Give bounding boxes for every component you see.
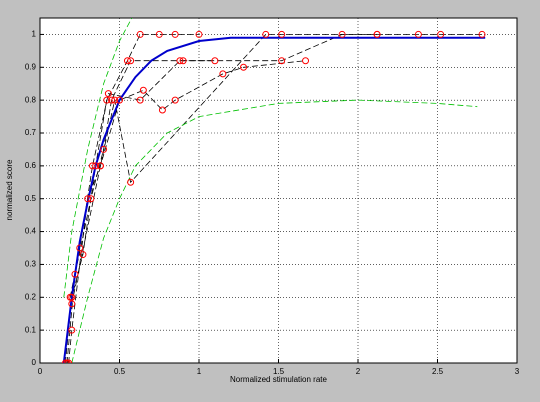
y-tick-label: 0.8 bbox=[25, 95, 37, 104]
data-point bbox=[211, 57, 219, 65]
data-point bbox=[278, 57, 286, 65]
x-tick-label: 1 bbox=[197, 367, 202, 376]
x-tick-label: 1.5 bbox=[273, 367, 285, 376]
data-point bbox=[116, 96, 123, 104]
y-tick-label: 0.7 bbox=[25, 128, 37, 137]
data-point bbox=[136, 30, 144, 38]
data-point bbox=[302, 57, 310, 65]
y-tick-label: 0.2 bbox=[25, 292, 37, 301]
data-point bbox=[139, 86, 147, 94]
data-point bbox=[92, 162, 100, 170]
x-tick-label: 0 bbox=[38, 367, 43, 376]
y-tick-label: 1 bbox=[32, 30, 37, 39]
data-point bbox=[108, 96, 116, 104]
y-tick-label: 0.5 bbox=[25, 194, 37, 203]
data-point bbox=[478, 30, 486, 38]
y-tick-label: 0 bbox=[32, 358, 37, 367]
data-point bbox=[96, 162, 104, 170]
series-line bbox=[62, 36, 486, 363]
data-point bbox=[68, 300, 76, 308]
y-tick-label: 0.4 bbox=[25, 227, 37, 236]
data-point bbox=[79, 251, 87, 259]
data-point bbox=[171, 96, 179, 104]
series-line bbox=[63, 18, 133, 298]
data-point bbox=[123, 57, 131, 65]
data-point bbox=[262, 30, 270, 38]
x-axis-label: Normalized stimulation rate bbox=[230, 375, 327, 384]
data-point bbox=[100, 145, 108, 153]
y-tick-label: 0.3 bbox=[25, 260, 37, 269]
data-point bbox=[414, 30, 422, 38]
data-point bbox=[87, 195, 95, 203]
data-point bbox=[71, 270, 79, 278]
data-point bbox=[155, 30, 163, 38]
data-point bbox=[171, 30, 179, 38]
x-tick-label: 3 bbox=[515, 367, 520, 376]
data-point bbox=[158, 106, 166, 114]
data-point bbox=[84, 195, 92, 203]
series-line bbox=[68, 60, 306, 363]
series-line bbox=[71, 99, 478, 363]
data-point bbox=[278, 30, 286, 38]
data-point bbox=[437, 30, 445, 38]
x-tick-label: 0.5 bbox=[114, 367, 126, 376]
data-point bbox=[338, 30, 346, 38]
data-point bbox=[76, 244, 84, 252]
series-line bbox=[65, 34, 199, 363]
data-point bbox=[179, 57, 187, 65]
data-point bbox=[240, 63, 248, 71]
plot-layer bbox=[61, 18, 486, 363]
y-axis-label: normalized score bbox=[5, 159, 14, 220]
data-point bbox=[195, 30, 203, 38]
data-point bbox=[68, 326, 76, 334]
data-point bbox=[88, 162, 96, 170]
data-point bbox=[136, 96, 144, 104]
axes-box bbox=[39, 17, 518, 364]
y-tick-label: 0.6 bbox=[25, 161, 37, 170]
data-point bbox=[127, 57, 135, 65]
x-tick-label: 2.5 bbox=[432, 367, 444, 376]
data-point bbox=[219, 70, 227, 78]
y-tick-label: 0.1 bbox=[25, 325, 37, 334]
x-tick-label: 2 bbox=[356, 367, 361, 376]
y-tick-label: 0.9 bbox=[25, 62, 37, 71]
data-point bbox=[176, 57, 184, 65]
data-point bbox=[65, 359, 73, 363]
series-line bbox=[71, 34, 482, 304]
data-point bbox=[111, 96, 119, 104]
data-point bbox=[373, 30, 381, 38]
data-point bbox=[104, 90, 112, 98]
data-point bbox=[66, 293, 74, 301]
data-point bbox=[127, 178, 135, 186]
data-point bbox=[103, 96, 111, 104]
